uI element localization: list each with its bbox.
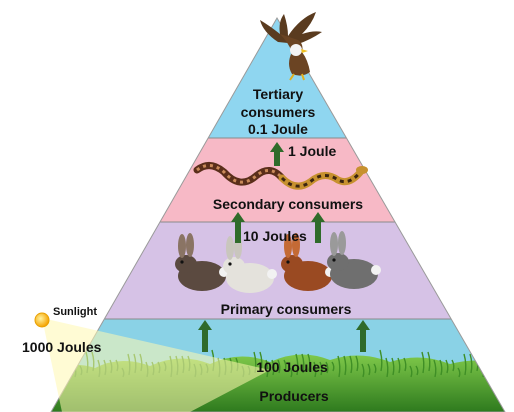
arrow-to-primary-left bbox=[198, 320, 212, 352]
tertiary-energy: 0.1 Joule bbox=[248, 121, 308, 137]
transfer-to-tertiary: 1 Joule bbox=[288, 143, 336, 159]
rabbits-group bbox=[175, 231, 381, 293]
arrow-to-tertiary bbox=[270, 142, 284, 166]
arrow-to-secondary-left bbox=[231, 212, 245, 243]
tertiary-title-line1: Tertiary bbox=[253, 86, 304, 102]
snake-icon bbox=[278, 166, 368, 190]
transfer-to-secondary: 10 Joules bbox=[243, 228, 307, 244]
snake-icon bbox=[193, 162, 286, 186]
rabbit-icon bbox=[223, 235, 277, 293]
rabbit-icon bbox=[281, 233, 335, 291]
energy-arrows bbox=[198, 142, 370, 352]
sunlight-beam bbox=[42, 318, 270, 412]
sunlight-label: Sunlight bbox=[53, 306, 97, 318]
sunlight-energy: 1000 Joules bbox=[22, 339, 102, 355]
rabbit-icon bbox=[327, 231, 381, 289]
rabbit-icon bbox=[175, 233, 229, 291]
sun-icon bbox=[34, 312, 50, 328]
eagle-icon bbox=[260, 12, 322, 81]
arrow-to-primary-right bbox=[356, 320, 370, 352]
arrow-to-secondary-right bbox=[311, 212, 325, 243]
transfer-to-primary: 100 Joules bbox=[256, 359, 328, 375]
tertiary-title-line2: consumers bbox=[241, 104, 316, 120]
secondary-title: Secondary consumers bbox=[213, 196, 363, 212]
primary-title: Primary consumers bbox=[221, 301, 352, 317]
producers-title: Producers bbox=[259, 388, 328, 404]
pyramid-outline bbox=[50, 16, 506, 412]
